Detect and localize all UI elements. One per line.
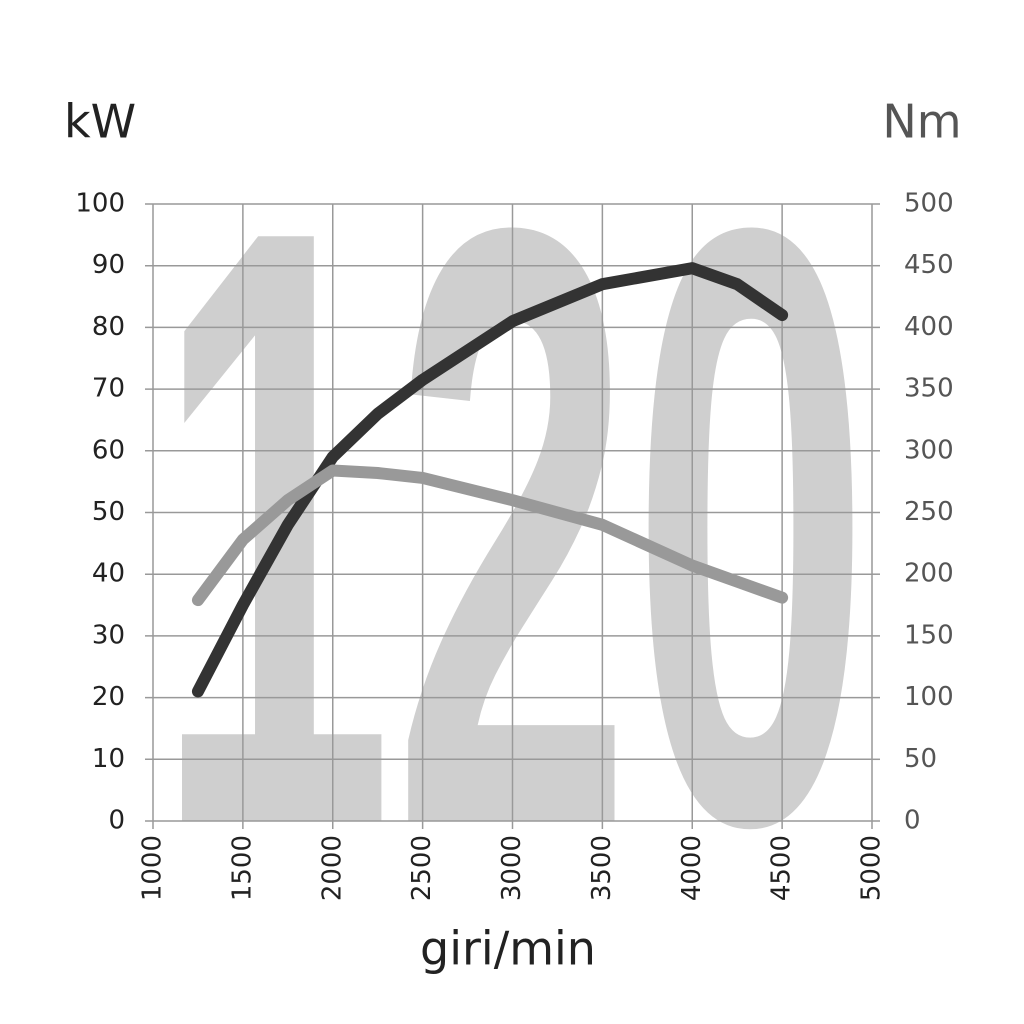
y2-tick-label: 300 bbox=[904, 435, 954, 465]
series-line bbox=[191, 262, 789, 698]
y-tick-label: 80 bbox=[92, 312, 125, 342]
x-tick-label: 1000 bbox=[138, 835, 168, 901]
y-tick-label: 10 bbox=[92, 744, 125, 774]
y2-tick-label: 50 bbox=[904, 744, 937, 774]
y2-tick-label: 500 bbox=[904, 189, 954, 219]
x-axis-label: giri/min bbox=[420, 922, 596, 976]
y-tick-label: 90 bbox=[92, 250, 125, 280]
y2-tick-label: 150 bbox=[904, 620, 954, 650]
x-tick-label: 2000 bbox=[317, 835, 347, 901]
x-tick-label: 2500 bbox=[407, 835, 437, 901]
y-tick-label: 100 bbox=[75, 189, 125, 219]
y-tick-label: 40 bbox=[92, 559, 125, 589]
y2-tick-label: 100 bbox=[904, 682, 954, 712]
y2-tick-label: 250 bbox=[904, 497, 954, 527]
y-tick-label: 20 bbox=[92, 682, 125, 712]
y-tick-label: 50 bbox=[92, 497, 125, 527]
y-axis-label: kW bbox=[64, 95, 136, 149]
y2-tick-label: 450 bbox=[904, 250, 954, 280]
x-tick-label: 3000 bbox=[497, 835, 527, 901]
y2-tick-label: 350 bbox=[904, 374, 954, 404]
y2-axis-label: Nm bbox=[882, 95, 961, 149]
y2-tick-label: 400 bbox=[904, 312, 954, 342]
x-tick-label: 3500 bbox=[587, 835, 617, 901]
y-tick-label: 60 bbox=[92, 435, 125, 465]
x-tick-label: 5000 bbox=[857, 835, 887, 901]
y-tick-label: 30 bbox=[92, 620, 125, 650]
x-tick-label: 4000 bbox=[677, 835, 707, 901]
x-tick-label: 1500 bbox=[227, 835, 257, 901]
y-tick-label: 70 bbox=[92, 374, 125, 404]
y-tick-label: 0 bbox=[108, 806, 125, 836]
y2-tick-label: 200 bbox=[904, 559, 954, 589]
series-line bbox=[191, 464, 789, 607]
x-tick-label: 4500 bbox=[767, 835, 797, 901]
y2-tick-label: 0 bbox=[904, 806, 921, 836]
